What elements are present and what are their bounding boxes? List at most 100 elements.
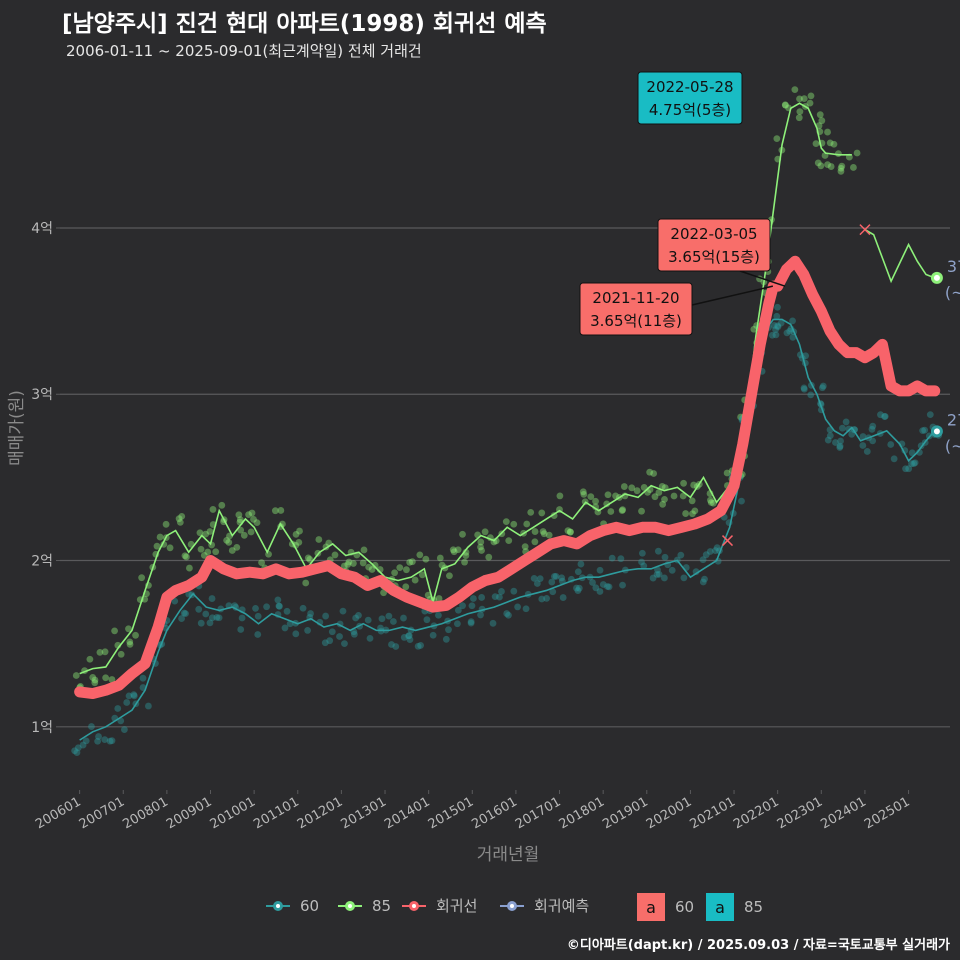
- scatter-point: [800, 384, 808, 392]
- scatter-point: [180, 609, 188, 617]
- scatter-point: [514, 603, 521, 611]
- scatter-point: [423, 616, 431, 624]
- scatter-point: [130, 692, 138, 700]
- scatter-point: [209, 506, 217, 513]
- y-tick-label: 3억: [31, 387, 53, 403]
- scatter-point: [868, 425, 876, 433]
- scatter-point: [123, 699, 131, 706]
- scatter-point: [74, 744, 82, 752]
- scatter-point: [195, 605, 203, 613]
- annotation-price: 4.75억(5층): [649, 101, 731, 119]
- scatter-point: [82, 737, 90, 745]
- annotation-leader: [739, 270, 786, 287]
- scatter-point: [786, 327, 794, 335]
- scatter-point: [292, 630, 300, 638]
- scatter-point: [175, 515, 183, 523]
- scatter-point: [477, 538, 485, 546]
- scatter-point: [510, 587, 518, 595]
- scatter-point: [218, 501, 226, 509]
- scatter-point: [527, 508, 535, 516]
- scatter-point: [579, 488, 587, 496]
- scatter-point: [202, 530, 210, 538]
- scatter-point: [881, 413, 888, 420]
- annotation-price: 3.65억(15층): [668, 248, 760, 266]
- scatter-point: [911, 459, 919, 467]
- scatter-point: [400, 634, 408, 641]
- scatter-point: [481, 528, 489, 536]
- scatter-point: [574, 587, 582, 594]
- legend-fill-glyph: a: [646, 898, 656, 917]
- scatter-point: [388, 641, 395, 648]
- scatter-point: [604, 583, 611, 590]
- scatter-point: [445, 626, 452, 634]
- scatter-point: [233, 543, 241, 551]
- scatter-point: [236, 516, 244, 524]
- y-axis-title: 매매가(원): [7, 390, 27, 466]
- scatter-point: [468, 602, 476, 610]
- scatter-point: [680, 479, 687, 487]
- scatter-point: [510, 520, 518, 528]
- scatter-point: [461, 558, 468, 566]
- annotation-date: 2022-03-05: [670, 225, 757, 243]
- scatter-point: [378, 615, 386, 623]
- scatter-point: [101, 736, 109, 744]
- scatter-point: [435, 595, 443, 602]
- scatter-point: [817, 162, 825, 170]
- scatter-point: [649, 574, 657, 582]
- scatter-point: [723, 469, 731, 477]
- scatter-point: [709, 499, 717, 507]
- scatter-point: [552, 572, 560, 580]
- series-line-85: [79, 102, 852, 675]
- scatter-point: [181, 552, 189, 560]
- scatter-point: [650, 470, 658, 477]
- scatter-point: [166, 544, 174, 552]
- scatter-point: [102, 674, 110, 682]
- scatter-point: [89, 674, 97, 681]
- annotation-price: 3.65억(11층): [590, 312, 682, 330]
- scatter-point: [539, 528, 547, 535]
- scatter-point: [326, 637, 334, 645]
- scatter-point: [470, 595, 477, 602]
- scatter-point: [380, 589, 387, 597]
- scatter-point: [659, 500, 667, 508]
- scatter-point: [653, 571, 661, 578]
- scatter-point: [283, 607, 291, 615]
- scatter-point: [307, 610, 314, 617]
- scatter-point: [596, 588, 604, 595]
- scatter-point: [306, 556, 314, 563]
- scatter-point: [770, 322, 778, 329]
- scatter-point: [558, 574, 566, 582]
- scatter-point: [496, 593, 503, 601]
- cross-marker: [721, 535, 734, 547]
- scatter-point: [574, 568, 582, 576]
- scatter-point: [837, 167, 845, 175]
- scatter-point: [371, 561, 379, 569]
- annotation-date: 2021-11-20: [592, 289, 679, 307]
- scatter-point: [566, 528, 574, 536]
- scatter-point: [802, 352, 810, 360]
- scatter-point: [859, 442, 867, 449]
- scatter-point: [215, 614, 223, 622]
- x-tick-label: 202201: [731, 794, 781, 832]
- scatter-point: [837, 164, 845, 172]
- scatter-point: [106, 737, 114, 745]
- scatter-point: [890, 455, 898, 463]
- scatter-point: [204, 548, 212, 556]
- scatter-point: [197, 619, 205, 627]
- scatter-point: [396, 564, 404, 572]
- scatter-point: [543, 594, 551, 602]
- x-tick-label: 201401: [382, 794, 432, 832]
- scatter-point: [302, 579, 310, 587]
- scatter-point: [556, 492, 564, 500]
- scatter-point: [125, 692, 133, 700]
- line-layer: [74, 102, 941, 741]
- scatter-point: [573, 584, 580, 592]
- scatter-point: [281, 624, 289, 632]
- scatter-point: [406, 636, 414, 644]
- scatter-point: [182, 610, 189, 618]
- scatter-point: [853, 149, 861, 157]
- scatter-point: [390, 618, 397, 625]
- scatter-point: [498, 588, 505, 595]
- series-line-85-recent: [864, 228, 936, 284]
- scatter-point: [838, 162, 846, 170]
